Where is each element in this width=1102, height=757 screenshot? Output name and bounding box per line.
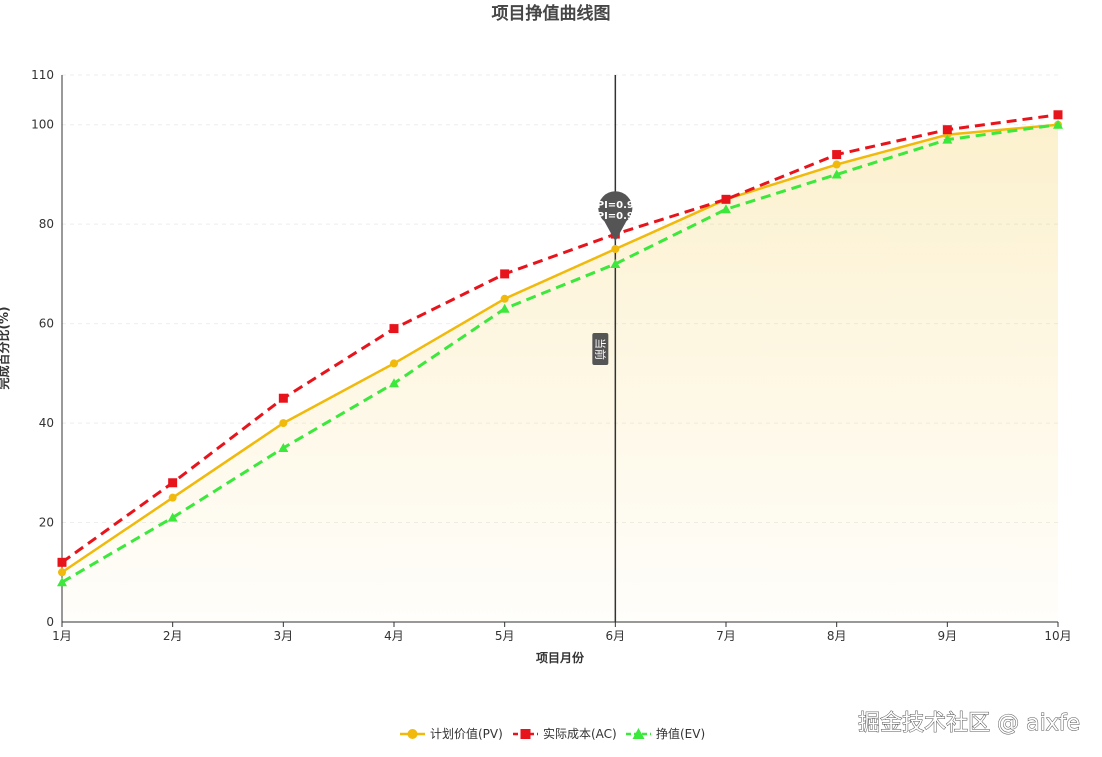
mark-line-label: 当前 bbox=[593, 338, 607, 360]
y-tick-label: 80 bbox=[39, 217, 54, 231]
x-tick-label: 10月 bbox=[1044, 629, 1071, 643]
series-point bbox=[499, 303, 510, 313]
y-tick-label: 20 bbox=[39, 516, 54, 530]
series-point bbox=[57, 577, 67, 587]
series-point bbox=[1053, 119, 1063, 129]
legend-item-1[interactable]: 实际成本(AC) bbox=[513, 726, 617, 741]
series-layer bbox=[57, 110, 1063, 587]
series-point bbox=[942, 134, 953, 144]
mark-point-label: PI=0.9 bbox=[597, 200, 634, 211]
legend-marker bbox=[632, 728, 645, 739]
chart-title: 项目挣值曲线图 bbox=[492, 3, 611, 24]
series-point bbox=[942, 125, 952, 135]
y-axis-title: 完成百分比(%) bbox=[0, 307, 11, 390]
series-point bbox=[611, 245, 620, 254]
series-point bbox=[832, 150, 842, 160]
legend-item-2[interactable]: 挣值(EV) bbox=[626, 726, 705, 741]
mark-point-label: PI=0.9 bbox=[597, 211, 634, 222]
series-line-0 bbox=[61, 123, 1059, 574]
mark-point: PI=0.9PI=0.9 bbox=[597, 191, 634, 242]
legend-marker bbox=[407, 729, 418, 739]
series-point bbox=[390, 359, 398, 368]
x-tick-label: 7月 bbox=[716, 629, 736, 643]
x-tick-label: 3月 bbox=[274, 629, 294, 643]
y-tick-label: 100 bbox=[31, 118, 54, 132]
legend-label: 实际成本(AC) bbox=[543, 726, 617, 741]
x-tick-label: 9月 bbox=[938, 629, 958, 643]
mark-line-tag-bg bbox=[592, 333, 609, 365]
series-point bbox=[721, 194, 731, 204]
series-point bbox=[389, 324, 399, 334]
x-tick-label: 4月 bbox=[384, 629, 404, 643]
current-month-mark-line: 当前 bbox=[592, 75, 617, 622]
series-point bbox=[500, 269, 510, 279]
y-tick-label: 0 bbox=[46, 615, 54, 629]
y-tick-label: 60 bbox=[39, 317, 54, 331]
mark-point-pin bbox=[598, 191, 633, 242]
legend[interactable]: 计划价值(PV) 实际成本(AC) 挣值(EV) bbox=[400, 726, 705, 741]
series-point bbox=[500, 294, 509, 303]
series-point bbox=[721, 204, 731, 214]
series-point bbox=[832, 160, 841, 169]
series-point bbox=[278, 442, 289, 452]
watermark: 掘金技术社区 @ aixfe bbox=[858, 711, 1080, 736]
series-point bbox=[389, 378, 399, 388]
series-point bbox=[1053, 110, 1063, 120]
y-tick-label: 40 bbox=[39, 416, 54, 430]
series-point bbox=[831, 169, 842, 179]
legend-item-0[interactable]: 计划价值(PV) bbox=[400, 726, 503, 741]
series-point bbox=[168, 478, 178, 488]
x-tick-label: 1月 bbox=[52, 629, 72, 643]
area-layer bbox=[62, 124, 1058, 623]
y-tick-label: 110 bbox=[31, 68, 54, 82]
series-point bbox=[167, 512, 178, 522]
series-point bbox=[58, 568, 66, 577]
x-axis-title: 项目月份 bbox=[536, 650, 585, 665]
x-tick-label: 2月 bbox=[163, 629, 183, 643]
series-point bbox=[278, 393, 288, 403]
series-point bbox=[168, 493, 177, 502]
series-point bbox=[57, 557, 67, 567]
legend-marker bbox=[520, 729, 531, 739]
series-point bbox=[610, 258, 621, 268]
x-tick-label: 6月 bbox=[606, 629, 626, 643]
mark-line-tag: 当前 bbox=[592, 333, 609, 365]
series-point bbox=[279, 419, 288, 428]
x-tick-label: 8月 bbox=[827, 629, 847, 643]
legend-label: 计划价值(PV) bbox=[430, 726, 503, 741]
series-area-0 bbox=[62, 124, 1058, 623]
x-tick-label: 5月 bbox=[495, 629, 515, 643]
legend-label: 挣值(EV) bbox=[656, 726, 705, 741]
series-line-2 bbox=[61, 123, 1059, 584]
axes: 0 20 40 60 80 100 110 1月 2月 3月 4月 5月 6月 7月 8月 9月 10月 bbox=[31, 68, 1072, 643]
